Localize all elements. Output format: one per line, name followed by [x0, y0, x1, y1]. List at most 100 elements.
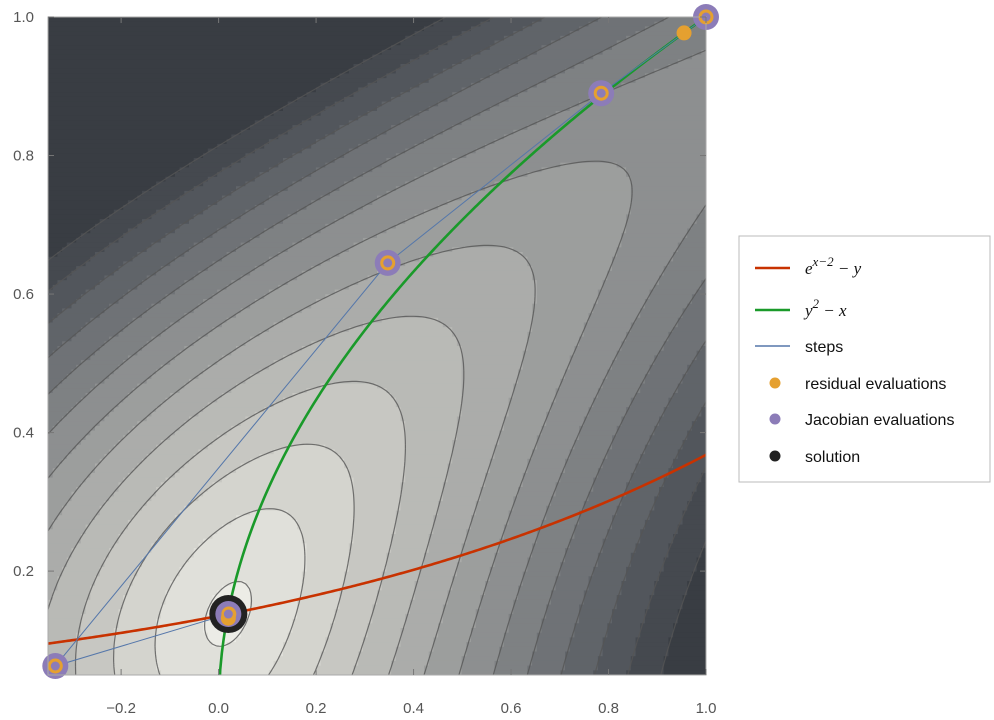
contour-band-cell — [494, 562, 528, 568]
contour-band-cell — [48, 87, 317, 93]
contour-band-cell — [48, 557, 68, 563]
contour-band-cell — [569, 355, 618, 361]
contour-band-cell — [48, 205, 124, 211]
contour-band-cell — [377, 595, 416, 601]
contour-band-cell — [118, 613, 162, 620]
contour-band-cell — [236, 515, 293, 521]
contour-band-cell — [348, 68, 397, 74]
contour-band-cell — [635, 543, 669, 549]
contour-band-cell — [442, 129, 514, 136]
axes: −0.2 0.0 0.2 0.4 0.6 0.8 1.00.20.40.60.81.0 — [13, 9, 716, 717]
contour-band-cell — [127, 228, 176, 234]
contour-band-cell — [48, 416, 63, 422]
contour-band-cell — [127, 393, 171, 399]
contour-band-cell — [649, 604, 684, 610]
contour-band-cell — [48, 364, 77, 371]
contour-band-cell — [630, 660, 665, 667]
contour-band-cell — [95, 350, 138, 356]
contour-band-cell — [659, 275, 706, 281]
contour-band-cell — [250, 604, 298, 610]
contour-band-cell — [461, 397, 510, 403]
contour-band-cell — [536, 289, 599, 295]
contour-band-cell — [48, 651, 77, 657]
contour-band-cell — [273, 402, 397, 408]
contour-band-cell — [344, 214, 416, 220]
contour-band-cell — [419, 256, 528, 262]
contour-band-cell — [659, 280, 702, 286]
contour-band-cell — [264, 261, 322, 267]
contour-band-cell — [48, 176, 167, 183]
contour-band-cell — [48, 642, 77, 648]
contour-band-cell — [640, 308, 684, 314]
contour-band-cell — [532, 275, 608, 281]
contour-band-cell — [118, 623, 157, 629]
contour-band-cell — [151, 374, 199, 380]
contour-band-cell — [48, 26, 425, 32]
contour-band-cell — [565, 557, 599, 563]
contour-band-cell — [48, 49, 383, 56]
contour-band-cell — [503, 637, 538, 643]
contour-band-cell — [471, 190, 632, 197]
contour-band-cell — [273, 660, 322, 667]
contour-band-cell — [48, 59, 364, 65]
contour-band-cell — [602, 458, 641, 465]
contour-band-cell — [62, 341, 105, 347]
contour-band-cell — [691, 299, 706, 305]
contour-band-cell — [184, 313, 237, 319]
contour-band-cell — [588, 407, 627, 413]
contour-band-cell — [452, 454, 496, 460]
contour-band-cell — [334, 158, 387, 164]
contour-band-cell — [626, 219, 698, 225]
contour-band-cell — [250, 590, 303, 596]
contour-band-cell — [118, 482, 162, 488]
contour-band-cell — [109, 242, 152, 248]
contour-band-cell — [461, 195, 632, 201]
contour-band-cell — [348, 566, 387, 573]
contour-band-cell — [151, 411, 199, 418]
contour-band-cell — [189, 501, 355, 507]
contour-band-cell — [377, 270, 533, 277]
contour-band-cell — [616, 595, 651, 601]
contour-band-cell — [118, 618, 157, 624]
contour-band-cell — [677, 613, 706, 620]
contour-band-cell — [137, 421, 185, 427]
contour-band-cell — [325, 336, 458, 342]
contour-band-cell — [405, 261, 528, 267]
contour-band-cell — [367, 139, 425, 145]
contour-band-cell — [447, 472, 486, 479]
contour-band-cell — [264, 115, 312, 121]
contour-band-cell — [597, 299, 646, 305]
contour-band-cell — [297, 524, 355, 530]
contour-band-cell — [165, 595, 214, 601]
contour-band-cell — [231, 134, 279, 140]
contour-band-cell — [456, 430, 500, 436]
contour-band-cell — [433, 524, 472, 530]
contour-band-cell — [76, 660, 115, 667]
contour-band-cell — [207, 266, 256, 272]
contour-band-cell — [635, 463, 674, 469]
contour-band-cell — [165, 294, 214, 300]
contour-band-cell — [203, 407, 265, 413]
contour-band-cell — [250, 336, 326, 342]
contour-band-cell — [95, 515, 134, 521]
contour-band-cell — [612, 45, 706, 51]
contour-band-cell — [358, 656, 397, 662]
contour-band-cell — [466, 529, 505, 535]
contour-band-cell — [438, 510, 477, 516]
contour-band-cell — [353, 496, 402, 502]
contour-band-cell — [419, 576, 453, 582]
contour-band-cell — [546, 421, 585, 427]
contour-band-cell — [207, 148, 256, 154]
contour-band-cell — [466, 651, 500, 657]
contour-band-cell — [626, 172, 706, 178]
contour-band-cell — [560, 571, 594, 577]
contour-band-cell — [616, 599, 651, 606]
contour-band-cell — [48, 590, 54, 596]
contour-band-cell — [386, 228, 627, 234]
contour-band-cell — [353, 209, 425, 215]
contour-band-cell — [250, 458, 345, 465]
contour-band-cell — [250, 585, 303, 591]
contour-band-cell — [395, 510, 439, 516]
contour-band-cell — [301, 538, 355, 544]
